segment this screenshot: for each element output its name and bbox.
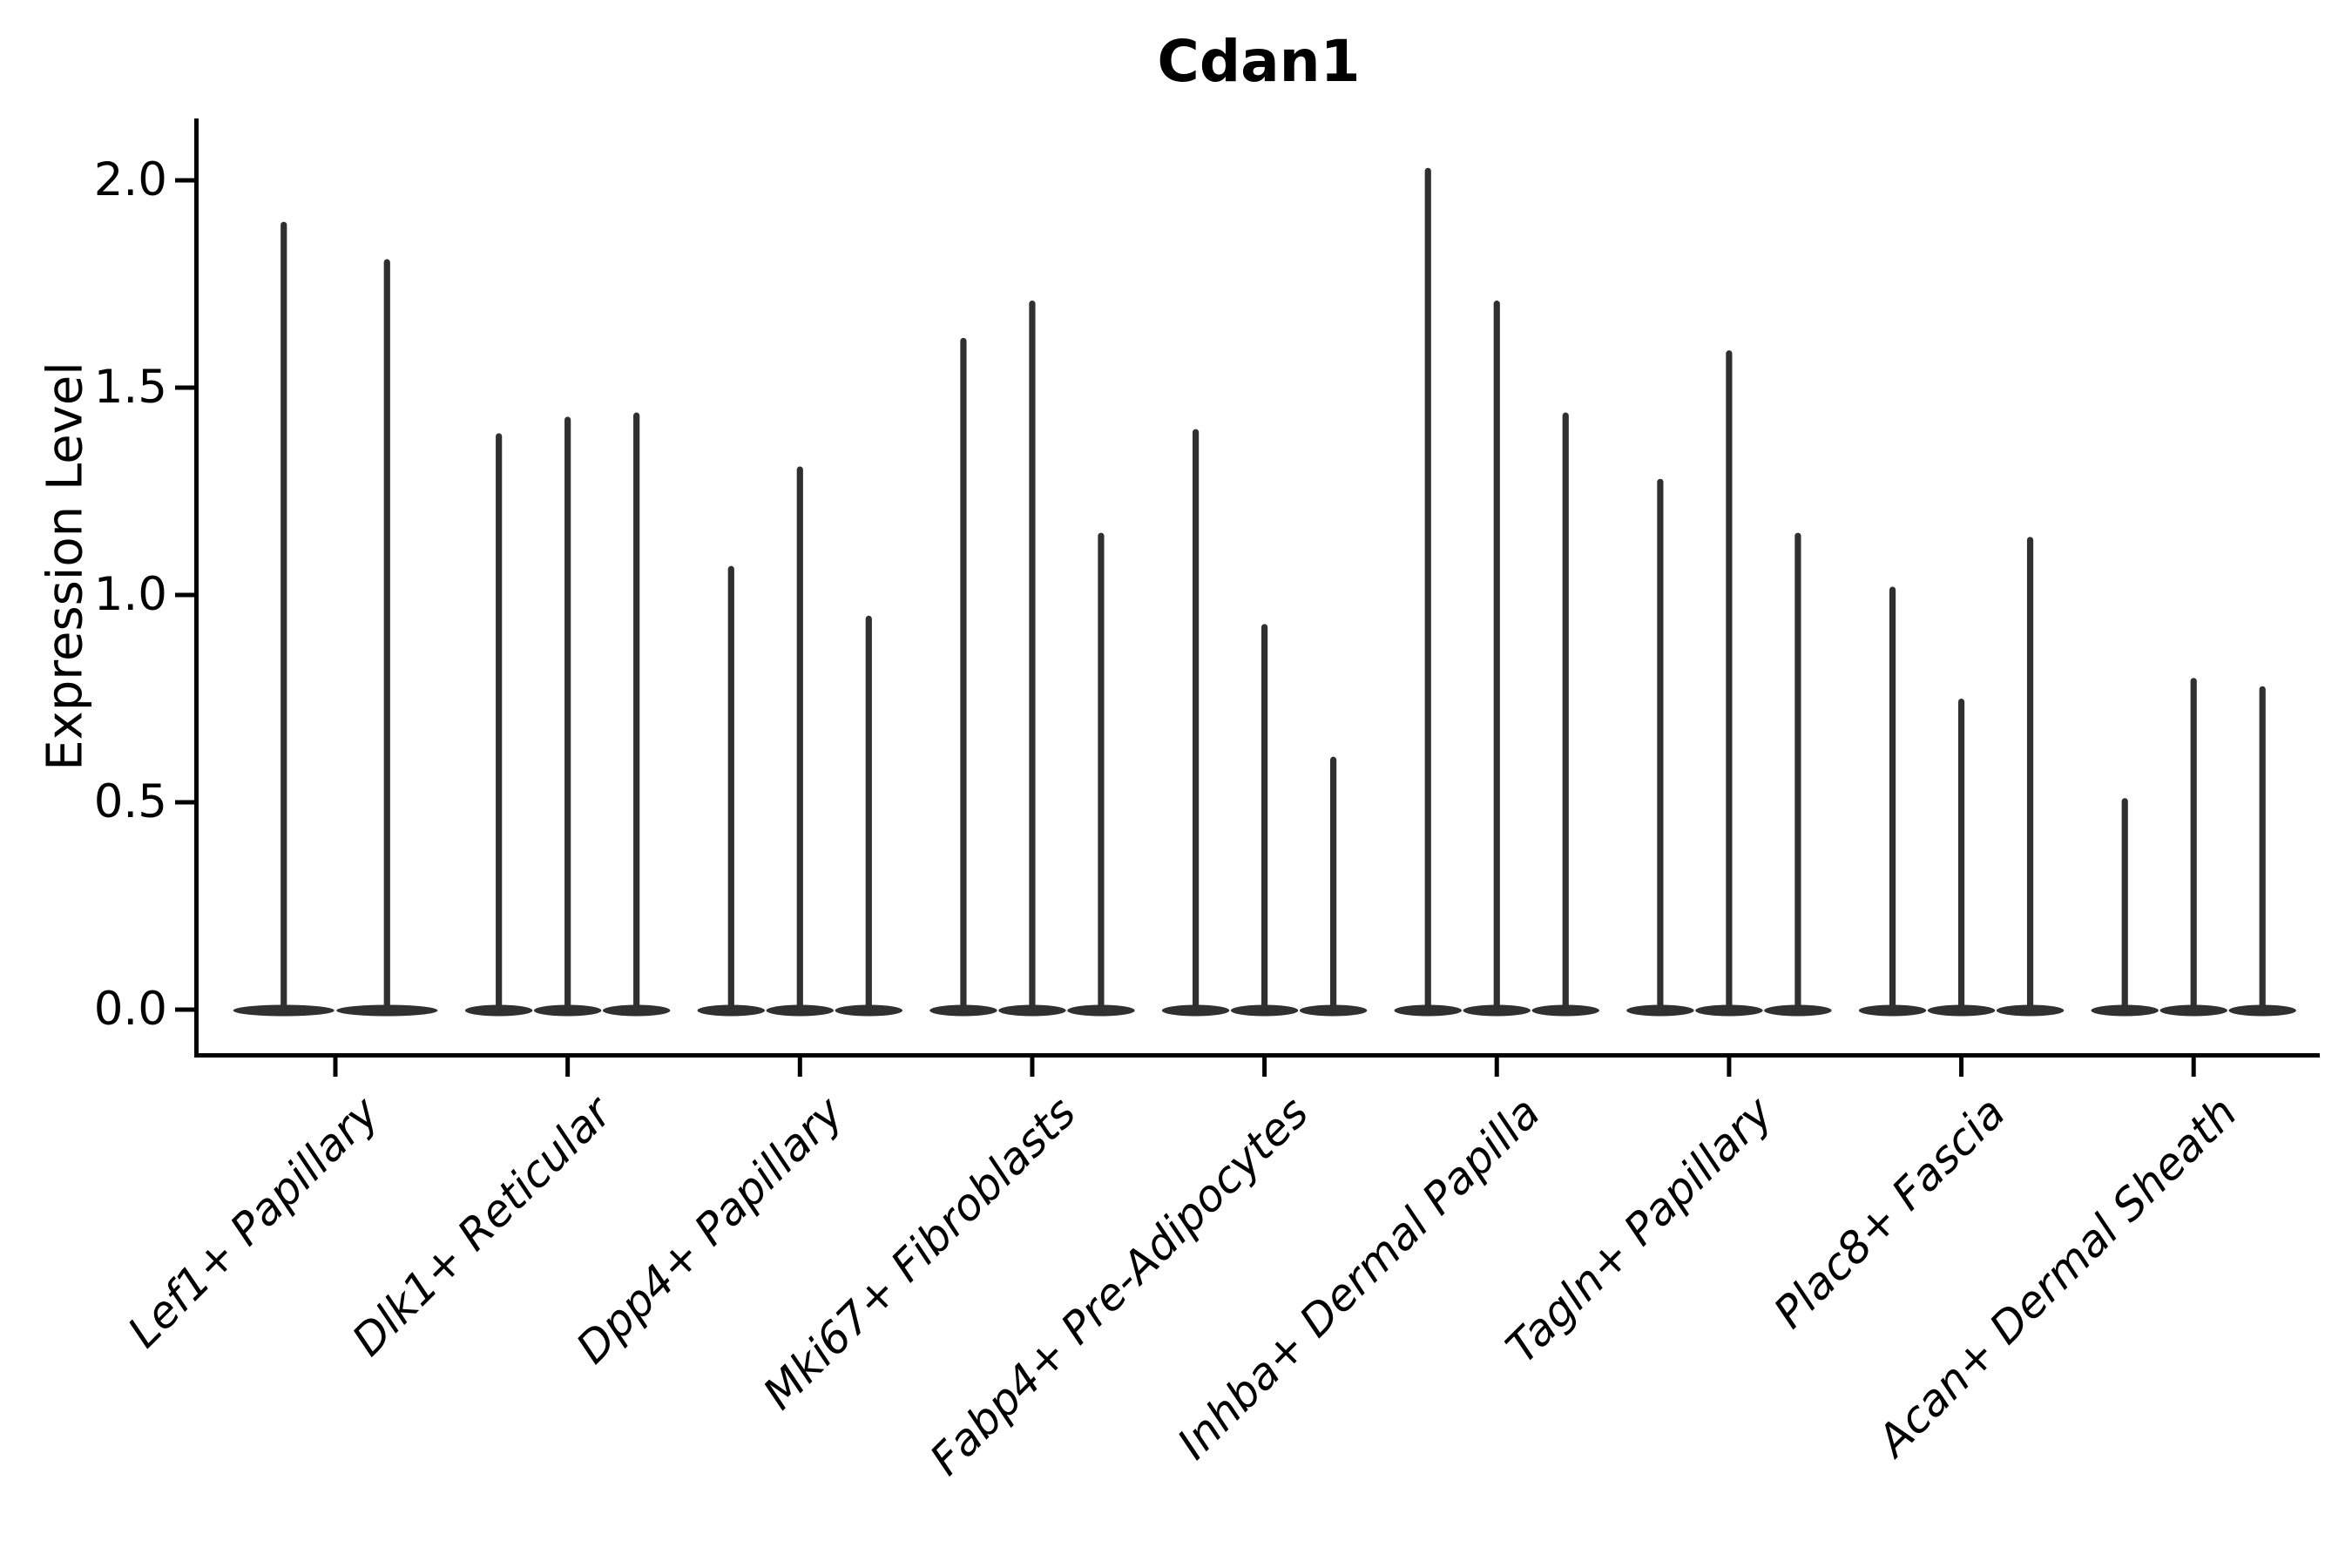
violin-spike xyxy=(1794,532,1801,1010)
violin-spike xyxy=(1957,699,1965,1010)
y-tick-mark xyxy=(175,1007,194,1012)
violin-spike xyxy=(383,259,390,1010)
y-axis-label: Expression Level xyxy=(37,362,94,771)
violin-spike xyxy=(865,615,872,1010)
violin-base xyxy=(1996,1004,2065,1017)
x-tick-mark xyxy=(1727,1058,1732,1077)
violin-spike xyxy=(1330,756,1337,1010)
y-tick-label: 1.0 xyxy=(93,568,167,621)
y-tick-label: 0.5 xyxy=(93,775,167,828)
x-tick-mark xyxy=(1262,1058,1267,1077)
violin-base xyxy=(2159,1004,2227,1017)
violin-base xyxy=(2091,1004,2159,1017)
violin-spike xyxy=(633,412,640,1010)
y-tick-mark xyxy=(175,178,194,183)
violin-spike xyxy=(2259,686,2266,1010)
violin-base xyxy=(1230,1004,1299,1017)
violin-spike xyxy=(1098,532,1105,1010)
x-tick-mark xyxy=(2191,1058,2196,1077)
page-title: Cdan1 xyxy=(1157,28,1361,95)
x-axis-spine xyxy=(194,1053,2320,1058)
violin-spike xyxy=(1193,429,1200,1011)
violin-spike xyxy=(960,337,967,1010)
violin-base xyxy=(1626,1004,1694,1017)
violin-base xyxy=(2228,1004,2296,1017)
violin-spike xyxy=(1424,167,1431,1011)
violin-spike xyxy=(496,433,503,1010)
x-tick-mark xyxy=(1494,1058,1499,1077)
x-tick-mark xyxy=(797,1058,802,1077)
violin-spike xyxy=(1889,586,1896,1010)
y-tick-mark xyxy=(175,385,194,390)
violin-base xyxy=(1927,1004,1996,1017)
y-tick-label: 2.0 xyxy=(93,153,167,206)
violin-spike xyxy=(2190,678,2197,1010)
x-tick-mark xyxy=(1030,1058,1035,1077)
y-tick-mark xyxy=(175,592,194,598)
violin-spike xyxy=(564,416,571,1010)
violin-spike xyxy=(1261,624,1268,1010)
violin-base xyxy=(1161,1004,1230,1017)
y-tick-mark xyxy=(175,800,194,805)
violin-spike xyxy=(727,565,734,1010)
violin-spike xyxy=(1029,301,1036,1010)
violin-base xyxy=(1299,1004,1368,1017)
x-tick-mark xyxy=(1959,1058,1964,1077)
violin-base xyxy=(1858,1004,1927,1017)
violin-spike xyxy=(796,466,803,1010)
y-tick-label: 0.0 xyxy=(93,983,167,1036)
violin-spike xyxy=(1657,478,1664,1010)
violin-spike xyxy=(2026,537,2034,1010)
y-tick-label: 1.5 xyxy=(93,361,167,414)
violin-base xyxy=(1695,1004,1763,1017)
violin-base xyxy=(697,1004,766,1017)
violin-spike xyxy=(1493,301,1500,1010)
violin-spike xyxy=(1562,412,1569,1010)
y-axis-spine xyxy=(194,118,199,1058)
x-tick-mark xyxy=(565,1058,571,1077)
violin-spike xyxy=(2121,798,2128,1010)
violin-spike xyxy=(280,221,287,1011)
x-tick-mark xyxy=(333,1058,338,1077)
violin-base xyxy=(766,1004,835,1017)
violin-spike xyxy=(1726,350,1733,1010)
